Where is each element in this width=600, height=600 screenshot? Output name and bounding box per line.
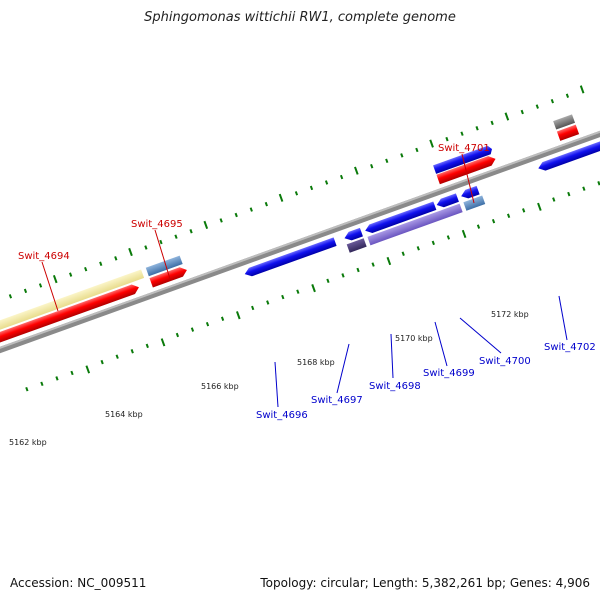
gene-swit-4698-arrow[interactable]	[364, 201, 437, 235]
gene-swit-4695-box[interactable]	[145, 255, 183, 277]
kbp-label: 5166 kbp	[201, 382, 239, 391]
gene-label[interactable]: Swit_4694	[18, 251, 70, 262]
gene-swit-4697-arrow[interactable]	[343, 227, 363, 243]
map-title: Sphingomonas wittichii RW1, complete gen…	[144, 10, 456, 25]
rotated-track	[0, 85, 600, 392]
gene-label[interactable]: Swit_4695	[131, 219, 183, 230]
leader-line	[461, 153, 475, 204]
forward-tick-row	[8, 85, 585, 299]
gene-swit-4694-pale[interactable]	[0, 269, 145, 346]
gene-swit-4694-arrow[interactable]	[0, 283, 141, 357]
leader-line	[558, 295, 568, 341]
leader-line	[274, 361, 279, 408]
gene-label[interactable]: Swit_4700	[479, 356, 531, 367]
gene-swit-4700-arrow[interactable]	[460, 185, 480, 201]
gene-swit-4697-box[interactable]	[346, 238, 367, 253]
gene-swit-4700-box[interactable]	[463, 195, 486, 211]
gene-swit-4698-box[interactable]	[367, 203, 463, 246]
kbp-label: 5170 kbp	[395, 334, 433, 343]
gene-label[interactable]: Swit_4702	[544, 342, 596, 353]
gene-swit-4696-arrow[interactable]	[243, 237, 337, 278]
gene-swit-4695-arrow[interactable]	[149, 265, 188, 288]
gene-label[interactable]: Swit_4697	[311, 395, 363, 406]
gene-label[interactable]: Swit_4696	[256, 410, 308, 421]
kbp-label: 5172 kbp	[491, 310, 529, 319]
kbp-label: 5168 kbp	[297, 358, 335, 367]
gene-edge-grey[interactable]	[553, 114, 576, 130]
kbp-label: 5164 kbp	[105, 410, 143, 419]
gene-label[interactable]: Swit_4698	[369, 381, 421, 392]
genome-backbone	[0, 110, 600, 374]
gene-edge-red[interactable]	[556, 124, 580, 141]
leader-line	[336, 343, 350, 394]
leader-line	[434, 321, 448, 367]
reverse-tick-row	[25, 181, 600, 392]
accession-text: Accession: NC_009511	[10, 576, 147, 590]
genome-summary-text: Topology: circular; Length: 5,382,261 bp…	[260, 576, 590, 590]
gene-swit-4699-arrow[interactable]	[435, 193, 459, 209]
leader-line	[41, 261, 59, 312]
leader-line	[390, 333, 394, 379]
kbp-label: 5162 kbp	[9, 438, 47, 447]
gene-swit-4701-blue[interactable]	[433, 145, 493, 174]
gene-label[interactable]: Swit_4701	[438, 143, 490, 154]
gene-swit-4702-arrow[interactable]	[537, 141, 600, 173]
leader-line	[459, 317, 502, 354]
leader-line	[154, 229, 171, 280]
gene-label[interactable]: Swit_4699	[423, 368, 475, 379]
